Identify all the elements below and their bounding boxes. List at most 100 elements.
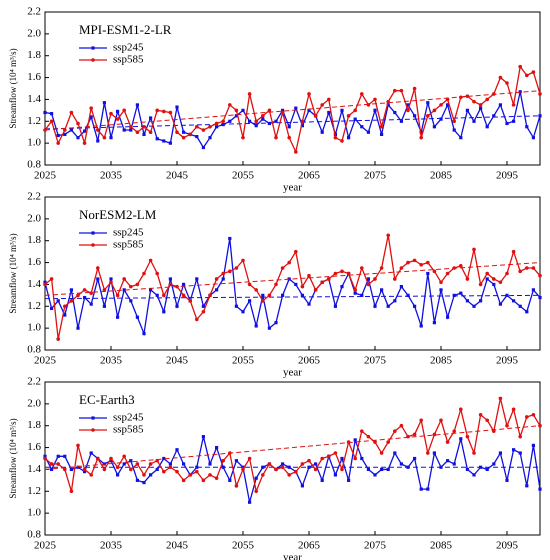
marker	[76, 326, 80, 330]
marker	[439, 288, 443, 292]
marker	[498, 280, 503, 285]
marker	[69, 288, 73, 292]
marker	[228, 451, 232, 455]
marker	[512, 119, 516, 123]
marker	[109, 280, 113, 285]
marker	[505, 293, 509, 297]
marker	[241, 135, 245, 140]
marker	[419, 262, 424, 267]
marker	[452, 293, 456, 297]
marker	[518, 304, 522, 308]
marker	[175, 448, 179, 452]
marker	[83, 129, 87, 133]
y-tick-label: 0.8	[27, 159, 41, 171]
marker	[195, 124, 199, 129]
marker	[300, 124, 304, 128]
marker	[221, 122, 225, 127]
marker	[281, 462, 285, 466]
marker	[234, 304, 238, 308]
marker	[412, 432, 417, 437]
marker	[248, 299, 252, 303]
marker	[300, 119, 305, 124]
marker	[333, 135, 338, 140]
marker	[459, 407, 463, 412]
marker	[399, 119, 403, 123]
marker	[393, 451, 397, 455]
marker	[479, 106, 483, 110]
marker	[155, 137, 159, 141]
y-tick-label: 1.8	[27, 419, 41, 431]
x-tick-label: 2055	[232, 170, 255, 182]
marker	[327, 277, 331, 281]
marker	[214, 476, 219, 480]
marker	[267, 108, 272, 113]
x-tick-label: 2055	[232, 540, 255, 552]
marker	[102, 467, 107, 472]
marker	[512, 299, 516, 303]
marker	[314, 462, 318, 466]
y-tick-label: 2.2	[27, 376, 41, 388]
marker	[472, 473, 476, 477]
panel: 0.8 1.0 1.2 1.4 1.6 1.8 2.0 2.2 2025 2035 2045 2055…	[8, 191, 542, 379]
marker	[228, 119, 232, 123]
marker	[340, 456, 344, 461]
x-tick-label: 2085	[430, 540, 453, 552]
marker	[432, 451, 436, 455]
marker	[49, 277, 54, 281]
marker	[247, 92, 252, 96]
marker	[142, 132, 146, 136]
marker	[214, 277, 219, 281]
marker	[76, 136, 80, 140]
marker	[149, 473, 153, 477]
marker	[379, 266, 384, 270]
marker	[195, 317, 199, 322]
y-axis-label: Streamflow (10⁴ m³/s)	[8, 48, 18, 128]
marker	[426, 271, 430, 276]
marker	[122, 288, 126, 292]
marker	[162, 310, 166, 314]
x-tick-label: 2065	[298, 170, 321, 182]
marker	[413, 114, 417, 118]
marker	[43, 128, 47, 132]
marker	[479, 465, 483, 469]
x-tick-label: 2025	[34, 540, 57, 552]
marker	[162, 469, 166, 474]
marker	[432, 108, 437, 113]
marker	[102, 304, 106, 308]
marker	[267, 293, 272, 298]
marker	[479, 299, 483, 303]
marker	[406, 293, 410, 297]
marker	[446, 315, 450, 319]
marker	[327, 454, 331, 459]
marker	[89, 106, 93, 110]
marker	[241, 465, 245, 469]
marker	[261, 465, 265, 469]
marker	[261, 117, 265, 121]
marker	[320, 280, 325, 285]
marker	[254, 489, 258, 494]
marker	[83, 470, 87, 474]
marker	[360, 456, 364, 461]
marker	[419, 135, 424, 140]
marker	[347, 478, 351, 482]
marker	[353, 438, 357, 442]
marker	[538, 273, 542, 278]
marker	[109, 111, 113, 116]
marker	[498, 451, 502, 455]
marker	[69, 489, 74, 494]
marker	[96, 266, 100, 270]
marker	[379, 451, 384, 455]
marker	[333, 304, 337, 308]
y-tick-label: 1.6	[27, 256, 41, 268]
marker	[221, 458, 225, 463]
marker	[129, 284, 133, 289]
marker	[109, 136, 113, 140]
marker	[353, 291, 357, 295]
marker	[215, 288, 219, 292]
marker	[63, 454, 67, 458]
marker	[419, 130, 423, 134]
x-axis-label: year	[283, 552, 302, 560]
marker	[168, 465, 173, 470]
marker	[50, 306, 54, 311]
marker	[182, 282, 186, 287]
